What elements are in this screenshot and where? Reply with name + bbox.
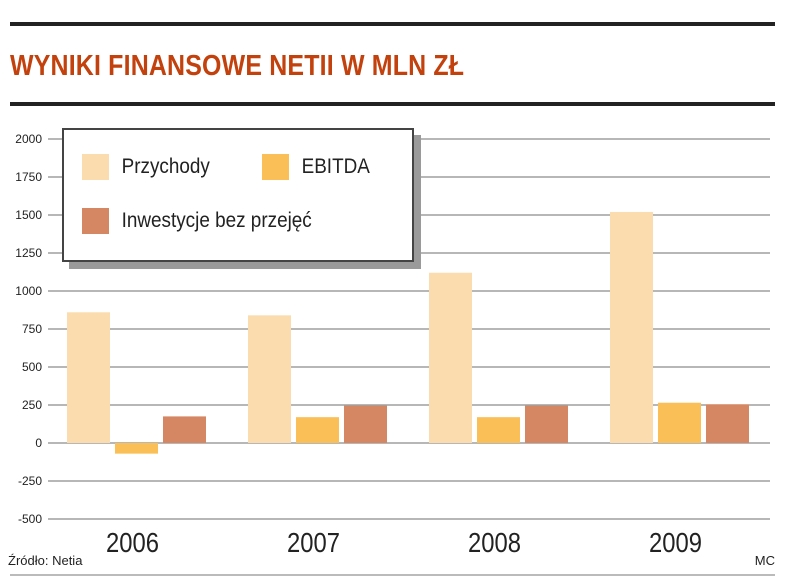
bar-investment-2008 [525,405,568,443]
title-rule [10,102,775,106]
y-tick-label: 500 [22,360,42,374]
top-rule [10,22,775,26]
chart-title: WYNIKI FINANSOWE NETII W MLN ZŁ [10,50,465,82]
bar-investment-2006 [163,416,206,443]
author-credit: MC [754,553,775,568]
bar-revenue-2009 [610,211,653,443]
y-tick-label: 1250 [15,246,42,260]
legend-item-ebitda: EBITDA [262,154,370,180]
y-tick-label: 1750 [15,170,42,184]
x-tick-label: 2008 [468,526,521,558]
y-tick-label: 1000 [15,284,42,298]
x-tick-label: 2009 [649,526,702,558]
legend-item-revenue: Przychody [82,154,210,180]
source-note: Źródło: Netia [8,553,83,568]
x-tick-label: 2006 [106,526,159,558]
chart-legend: Przychody EBITDA Inwestycje bez przejęć [62,128,414,262]
y-tick-label: 0 [35,436,42,450]
bar-ebitda-2008 [477,417,520,443]
x-axis-ticks: 2006 2007 2008 2009 [106,526,702,558]
legend-label-investment: Inwestycje bez przejęć [121,209,312,232]
bar-ebitda-2006 [115,443,158,454]
bottom-rule [10,574,775,576]
legend-swatch-revenue [82,154,109,180]
y-tick-label: -250 [18,474,42,488]
y-tick-label: 1500 [15,208,42,222]
bar-ebitda-2009 [658,402,701,443]
bar-investment-2007 [344,405,387,443]
bar-revenue-2007 [248,315,291,443]
bar-revenue-2008 [429,272,472,443]
bar-ebitda-2007 [296,417,339,443]
y-tick-label: 750 [22,322,42,336]
x-tick-label: 2007 [287,526,340,558]
legend-swatch-investment [82,208,109,234]
legend-label-revenue: Przychody [121,155,210,178]
legend-item-investment: Inwestycje bez przejęć [82,208,312,234]
legend-swatch-ebitda [262,154,289,180]
bar-investment-2009 [706,404,749,443]
y-tick-label: 250 [22,398,42,412]
y-axis-ticks: 2000 1750 1500 1250 1000 750 500 250 0 -250 -500 [15,132,42,526]
y-tick-label: 2000 [15,132,42,146]
bars [67,211,749,454]
y-tick-label: -500 [18,512,42,526]
bar-revenue-2006 [67,312,110,443]
legend-label-ebitda: EBITDA [301,155,370,178]
